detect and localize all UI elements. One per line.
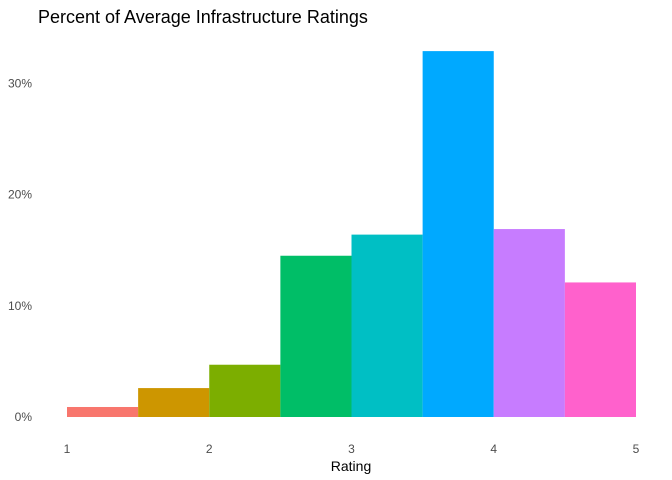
x-tick-label: 5 xyxy=(633,442,640,456)
y-tick-label: 10% xyxy=(8,299,32,313)
histogram-bar-7 xyxy=(493,229,565,417)
x-tick-label: 1 xyxy=(64,442,71,456)
histogram-bar-4 xyxy=(280,255,352,417)
x-tick-label: 3 xyxy=(348,442,355,456)
histogram-bar-6 xyxy=(422,51,494,417)
histogram-bar-3 xyxy=(209,364,281,417)
x-tick-label: 4 xyxy=(490,442,497,456)
histogram-bar-8 xyxy=(564,282,636,417)
histogram-bar-1 xyxy=(67,406,139,417)
y-tick-label: 30% xyxy=(8,76,32,90)
x-axis-title: Rating xyxy=(331,458,371,474)
histogram-bar-5 xyxy=(351,234,423,417)
histogram-bar-2 xyxy=(138,388,210,417)
bars-group xyxy=(67,51,636,417)
y-axis: 0% 10% 20% 30% xyxy=(8,76,32,424)
chart-title: Percent of Average Infrastructure Rating… xyxy=(38,7,368,27)
y-tick-label: 20% xyxy=(8,188,32,202)
x-axis: 1 2 3 4 5 xyxy=(64,442,640,456)
y-tick-label: 0% xyxy=(15,410,33,424)
x-tick-label: 2 xyxy=(206,442,213,456)
